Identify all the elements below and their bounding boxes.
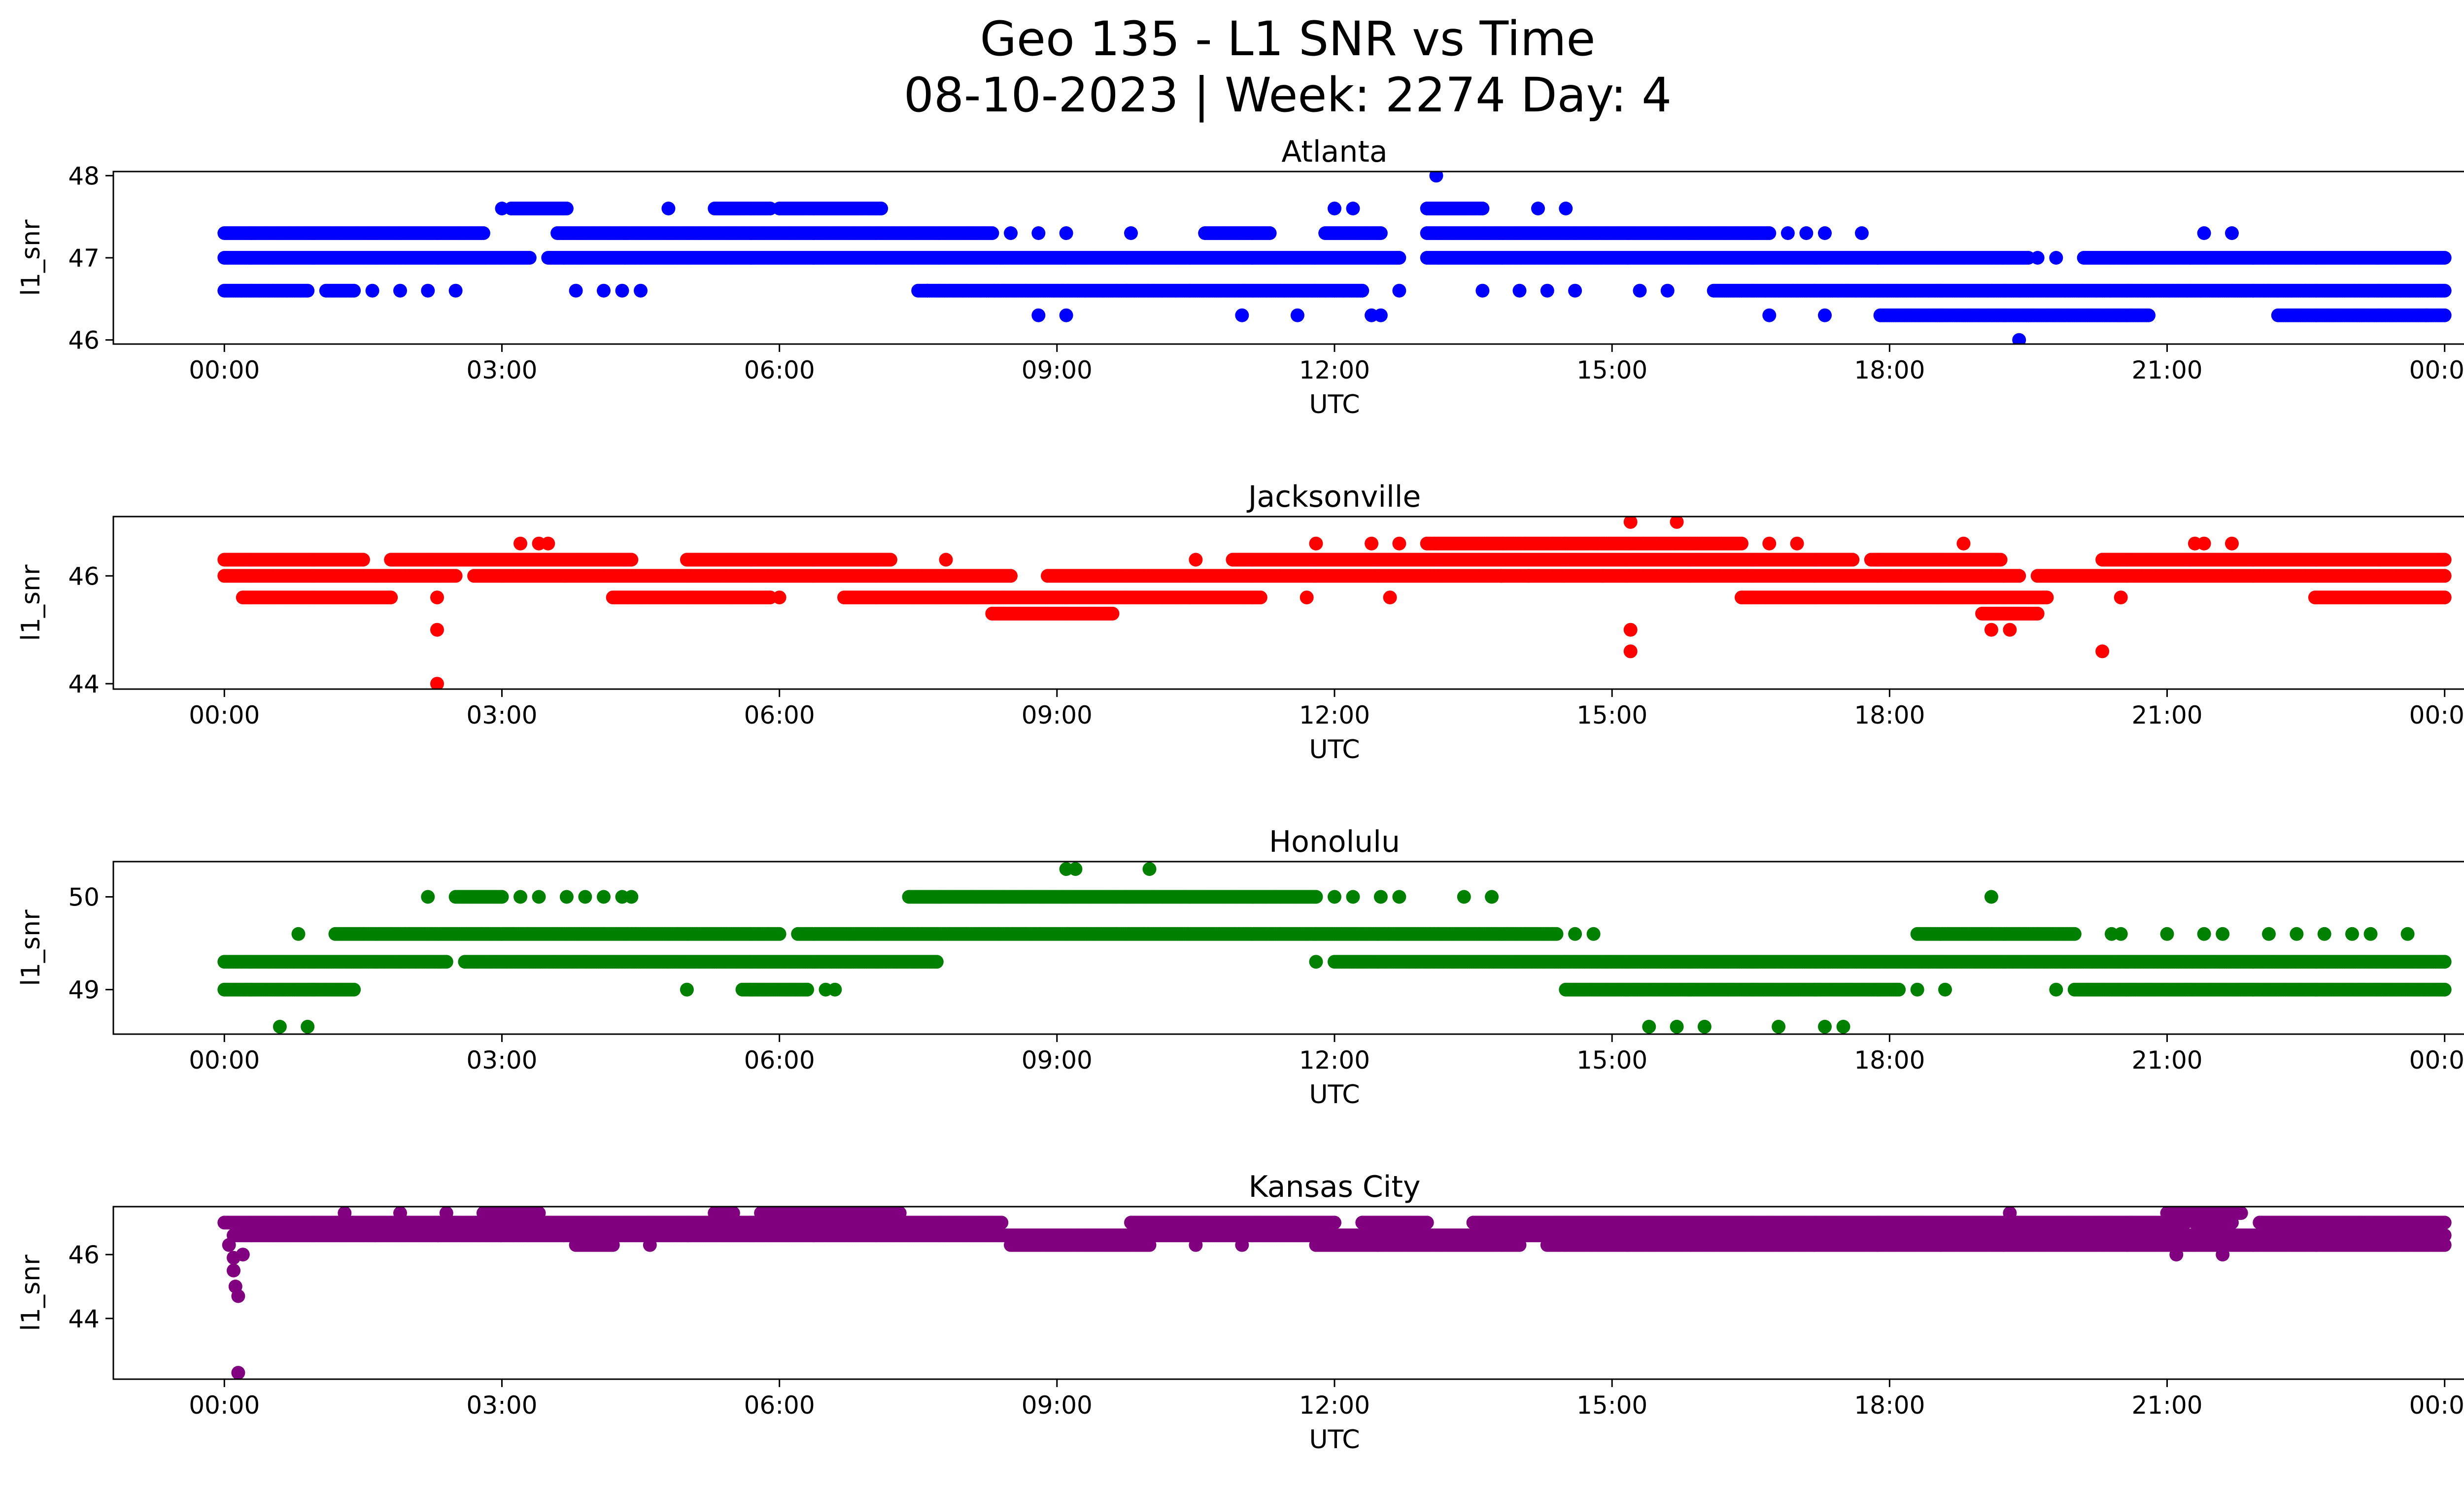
x-tick-label: 03:00 xyxy=(466,356,537,384)
data-point xyxy=(1373,226,1388,240)
data-point xyxy=(597,283,611,298)
data-point xyxy=(1373,308,1388,322)
y-tick-label: 46 xyxy=(68,326,100,355)
data-point xyxy=(1031,226,1046,240)
data-point xyxy=(2437,553,2452,567)
data-point xyxy=(2197,226,2211,240)
data-point xyxy=(1531,202,1545,215)
data-point xyxy=(661,202,676,215)
data-point xyxy=(883,553,897,567)
data-point xyxy=(1475,202,1490,215)
data-point xyxy=(347,283,361,298)
data-point xyxy=(1263,226,1277,240)
x-tick-label: 12:00 xyxy=(1299,356,1370,384)
data-point xyxy=(448,569,463,583)
data-point xyxy=(1780,226,1795,240)
data-point xyxy=(1346,202,1360,215)
data-point xyxy=(1059,226,1073,240)
subplot-jacksonville: Jacksonville UTC l1_snr 00:00 03:00 06:00 0… xyxy=(16,480,2464,765)
y-tick-label: 48 xyxy=(68,162,100,190)
data-point xyxy=(1993,553,2008,567)
data-point xyxy=(1818,226,1832,240)
data-point xyxy=(393,283,407,298)
data-points xyxy=(217,172,2452,344)
data-point xyxy=(624,553,639,567)
data-point xyxy=(2437,283,2452,298)
data-point xyxy=(1328,202,1341,215)
data-point xyxy=(1540,283,1554,298)
data-point xyxy=(1392,283,1406,298)
data-point xyxy=(2030,251,2045,265)
subplot-atlanta: Atlanta UTC l1_snr 00:00 03:00 06:00 09:00 1… xyxy=(16,135,2464,419)
x-axis-label: UTC xyxy=(1309,735,1360,765)
subplot-title: Jacksonville xyxy=(1246,480,1421,514)
data-point xyxy=(569,283,583,298)
data-point xyxy=(1762,226,1777,240)
x-tick-label: 00:00 xyxy=(189,356,260,384)
data-point xyxy=(1392,251,1406,265)
data-point xyxy=(1429,172,1443,183)
y-tick-label: 47 xyxy=(68,244,100,273)
data-point xyxy=(1660,283,1675,298)
data-point xyxy=(985,226,999,240)
data-point xyxy=(1855,226,1869,240)
data-point xyxy=(921,283,934,298)
x-axis-label: UTC xyxy=(1309,390,1360,419)
y-axis-label: l1_snr xyxy=(16,219,46,296)
data-point xyxy=(365,283,379,298)
x-tick-label: 00:00 xyxy=(2409,356,2464,384)
data-point xyxy=(356,553,370,567)
data-point xyxy=(1568,283,1582,298)
data-point xyxy=(2012,333,2026,344)
x-tick-label: 18:00 xyxy=(1854,356,1925,384)
figure-title-line2: 08-10-2023 | Week: 2274 Day: 4 xyxy=(904,68,1672,123)
data-point xyxy=(2225,226,2239,240)
data-point xyxy=(522,251,537,265)
data-point xyxy=(559,202,574,215)
data-point xyxy=(1355,283,1369,298)
data-point xyxy=(1004,226,1018,240)
data-point xyxy=(1475,283,1490,298)
data-point xyxy=(1004,569,1018,583)
data-point xyxy=(1290,308,1304,322)
data-points xyxy=(217,517,2452,689)
data-point xyxy=(1762,308,1777,322)
data-point xyxy=(1124,226,1138,240)
x-tick-label: 15:00 xyxy=(1576,356,1647,384)
data-point xyxy=(1799,226,1814,240)
figure-title-line1: Geo 135 - L1 SNR vs Time xyxy=(980,11,1596,67)
data-point xyxy=(2437,251,2452,265)
data-point xyxy=(1512,283,1527,298)
x-tick-label: 21:00 xyxy=(2131,356,2202,384)
y-axis-label: l1_snr xyxy=(16,564,46,641)
x-tick-label: 09:00 xyxy=(1022,356,1093,384)
data-point xyxy=(1031,308,1046,322)
data-point xyxy=(615,283,629,298)
data-point xyxy=(1846,553,1860,567)
data-point xyxy=(421,283,435,298)
data-point xyxy=(1818,308,1832,322)
data-point xyxy=(448,283,463,298)
data-point xyxy=(476,226,490,240)
data-point xyxy=(2419,308,2433,322)
data-point xyxy=(245,226,259,240)
data-point xyxy=(874,202,889,215)
x-tick-label: 06:00 xyxy=(744,356,815,384)
data-point xyxy=(2437,308,2452,322)
subplot-title: Atlanta xyxy=(1281,135,1387,169)
data-point xyxy=(301,283,315,298)
data-point xyxy=(1059,308,1073,322)
data-point xyxy=(1633,283,1647,298)
data-point xyxy=(2049,251,2063,265)
data-point xyxy=(1235,308,1249,322)
data-point xyxy=(495,202,509,215)
data-point xyxy=(2012,569,2026,583)
data-point xyxy=(634,283,648,298)
data-point xyxy=(2142,308,2156,322)
data-point xyxy=(1559,202,1573,215)
